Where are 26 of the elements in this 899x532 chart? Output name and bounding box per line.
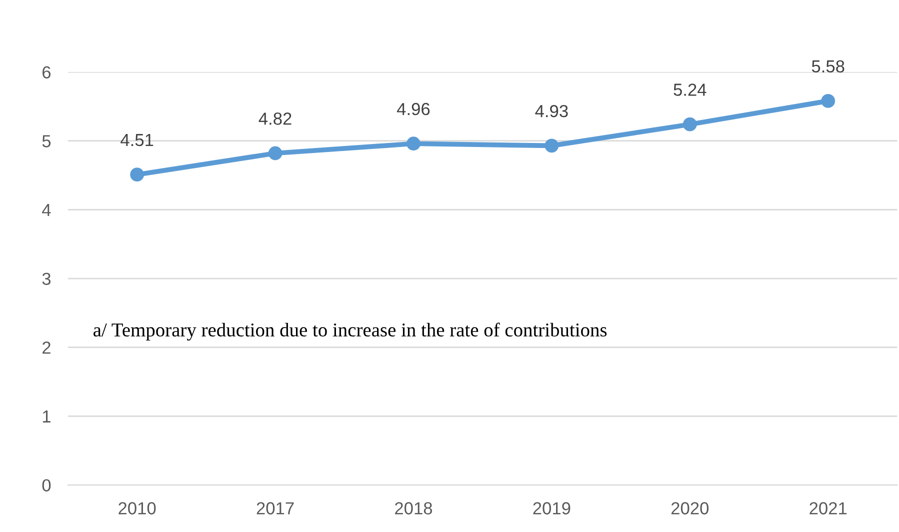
data-label: 4.96 (396, 102, 430, 116)
data-label: 4.82 (258, 112, 292, 125)
x-tick-label: 2020 (671, 502, 709, 514)
x-tick-label: 2017 (256, 502, 294, 514)
y-tick-label: 0 (42, 479, 51, 492)
data-label: 5.58 (812, 60, 844, 73)
y-tick-label: 6 (42, 66, 51, 78)
data-label: 4.51 (120, 134, 154, 146)
point (544, 138, 559, 153)
point (821, 94, 836, 108)
annotation: a/ Temporary reduction due to increase in the rate of contributions (94, 322, 607, 341)
data-label: 4.93 (535, 104, 568, 118)
y-tick-label: 5 (42, 135, 51, 148)
y-tick-label: 4 (42, 204, 51, 216)
y-tick-label: 1 (42, 410, 50, 422)
y-tick-label: 3 (42, 272, 51, 285)
point (682, 117, 697, 132)
y-tick-label: 2 (42, 342, 50, 354)
data-label: 5.24 (674, 84, 706, 96)
point (406, 136, 420, 151)
point (268, 146, 282, 160)
x-tick-label: 2019 (533, 502, 570, 514)
x-tick-label: 2021 (810, 502, 847, 514)
point (130, 168, 144, 182)
x-tick-label: 2010 (118, 502, 156, 514)
x-tick-label: 2018 (395, 502, 432, 514)
